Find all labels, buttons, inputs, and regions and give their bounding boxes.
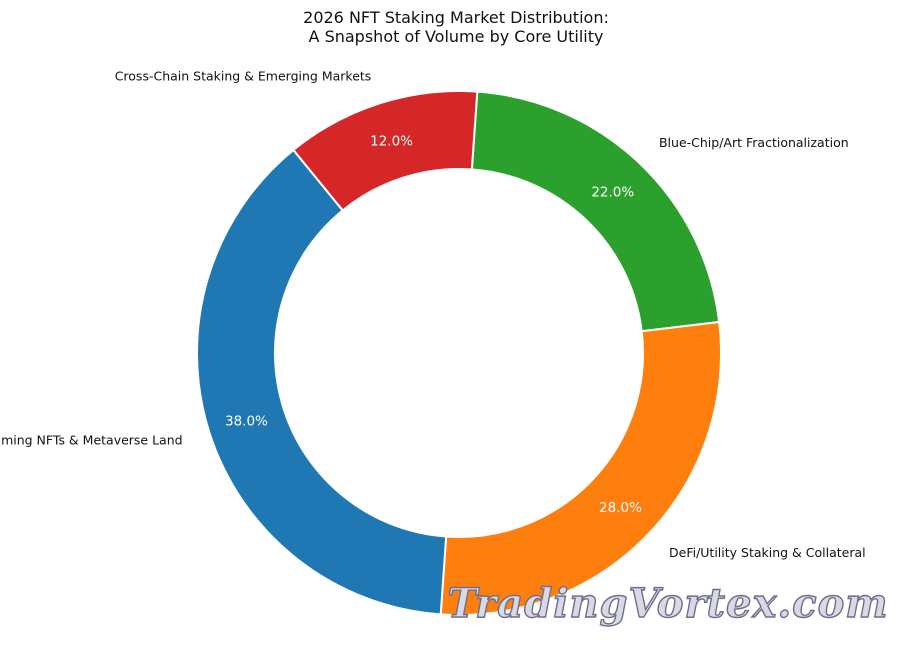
chart-title-line-1: 2026 NFT Staking Market Distribution:: [303, 8, 609, 27]
category-label-gaming-nfts-metaverse-land: Gaming NFTs & Metaverse Land: [0, 433, 183, 448]
labels-group: 22.0% Blue-Chip/Art Fractionalization 28.0…: [0, 69, 866, 560]
slice-cross-chain-staking-emerging-markets: [292, 90, 479, 212]
chart-title-line-2: A Snapshot of Volume by Core Utility: [309, 27, 604, 46]
category-label-cross-chain-staking-emerging-markets: Cross-Chain Staking & Emerging Markets: [115, 69, 372, 84]
slice-blue-chip-art-fractionalization: [470, 90, 721, 333]
category-label-defi-utility-staking-collateral: DeFi/Utility Staking & Collateral: [669, 545, 866, 560]
pct-label-blue-chip-art-fractionalization: 22.0%: [591, 185, 634, 201]
pct-label-gaming-nfts-metaverse-land: 38.0%: [225, 413, 268, 429]
slice-defi-utility-staking-collateral: [439, 320, 722, 616]
pct-label-defi-utility-staking-collateral: 28.0%: [599, 500, 642, 516]
pct-label-cross-chain-staking-emerging-markets: 12.0%: [370, 133, 413, 149]
slice-gaming-nfts-metaverse-land: [196, 148, 448, 616]
slices-group: [196, 90, 722, 616]
watermark-text: TradingVortex.com: [447, 580, 888, 627]
category-label-blue-chip-art-fractionalization: Blue-Chip/Art Fractionalization: [659, 135, 849, 150]
